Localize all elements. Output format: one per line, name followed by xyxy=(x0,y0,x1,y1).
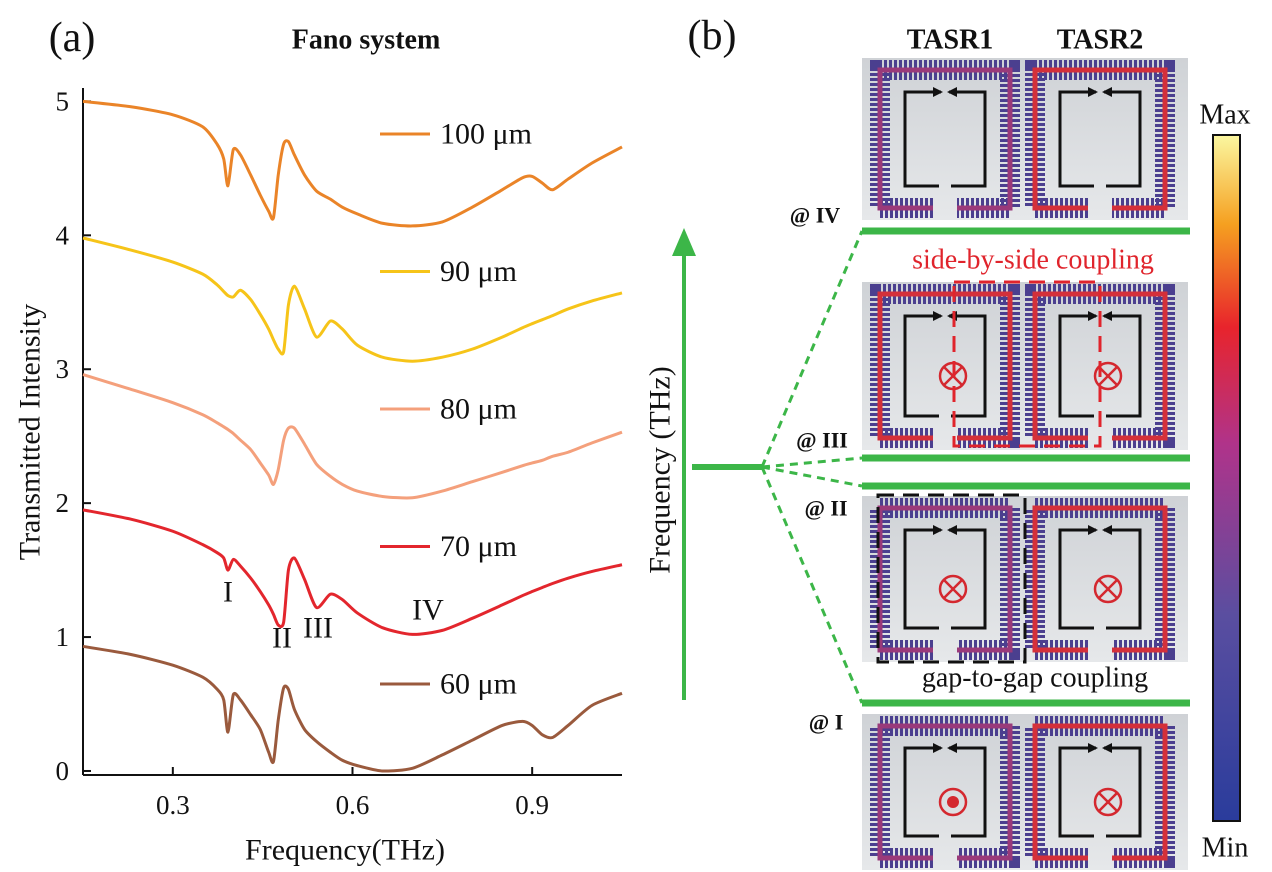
state-label: @ III xyxy=(796,428,848,453)
legend-label: 60 μm xyxy=(440,668,517,701)
y-tick-label: 0 xyxy=(56,756,70,786)
line-series xyxy=(83,510,622,635)
arrow-head xyxy=(672,228,696,256)
annotation: III xyxy=(303,612,333,645)
line-series xyxy=(83,238,622,361)
y-tick-label: 4 xyxy=(56,220,70,250)
y-tick-label: 2 xyxy=(56,488,70,518)
frequency-axis-label: Frequency (THz) xyxy=(644,366,677,573)
state-label: @ I xyxy=(809,710,844,735)
x-tick-label: 0.9 xyxy=(515,790,549,820)
field-dot xyxy=(947,796,959,808)
x-axis-label: Frequency(THz) xyxy=(245,834,445,867)
column-label: TASR1 xyxy=(907,25,994,56)
annotation: IV xyxy=(412,594,444,627)
y-tick-label: 5 xyxy=(56,86,70,116)
figure: (a) (b) Fano system Frequency(THz) Trans… xyxy=(0,0,1272,872)
x-tick-label: 0.3 xyxy=(156,790,190,820)
legend-label: 80 μm xyxy=(440,393,517,426)
line-series xyxy=(83,101,622,226)
legend-label: 100 μm xyxy=(440,118,532,151)
y-tick-label: 3 xyxy=(56,354,70,384)
state-label: @ IV xyxy=(790,203,841,228)
chart-title: Fano system xyxy=(292,25,441,56)
line-series xyxy=(83,375,622,498)
field-maps xyxy=(862,58,1188,870)
colorbar-max: Max xyxy=(1199,100,1250,131)
colorbar-min: Min xyxy=(1202,833,1249,864)
legend-label: 90 μm xyxy=(440,255,517,288)
column-label: TASR2 xyxy=(1057,25,1144,56)
coupling-label: side-by-side coupling xyxy=(912,245,1154,276)
panel-label: (b) xyxy=(688,13,737,59)
x-tick-label: 0.6 xyxy=(336,790,370,820)
coupling-label: gap-to-gap coupling xyxy=(922,663,1148,694)
colorbar xyxy=(1213,135,1240,821)
annotation: II xyxy=(272,622,292,655)
y-tick-label: 1 xyxy=(56,622,70,652)
legend-label: 70 μm xyxy=(440,530,517,563)
diagram: TASR1 TASR2 Frequency (THz) side-by-side… xyxy=(644,25,1251,871)
state-label: @ II xyxy=(804,496,847,521)
y-axis-label: Transmitted Intensity xyxy=(14,304,47,560)
dashed-connectors xyxy=(762,231,862,703)
annotation: I xyxy=(223,576,233,609)
line-series xyxy=(83,646,622,771)
panel-label: (a) xyxy=(49,15,96,61)
